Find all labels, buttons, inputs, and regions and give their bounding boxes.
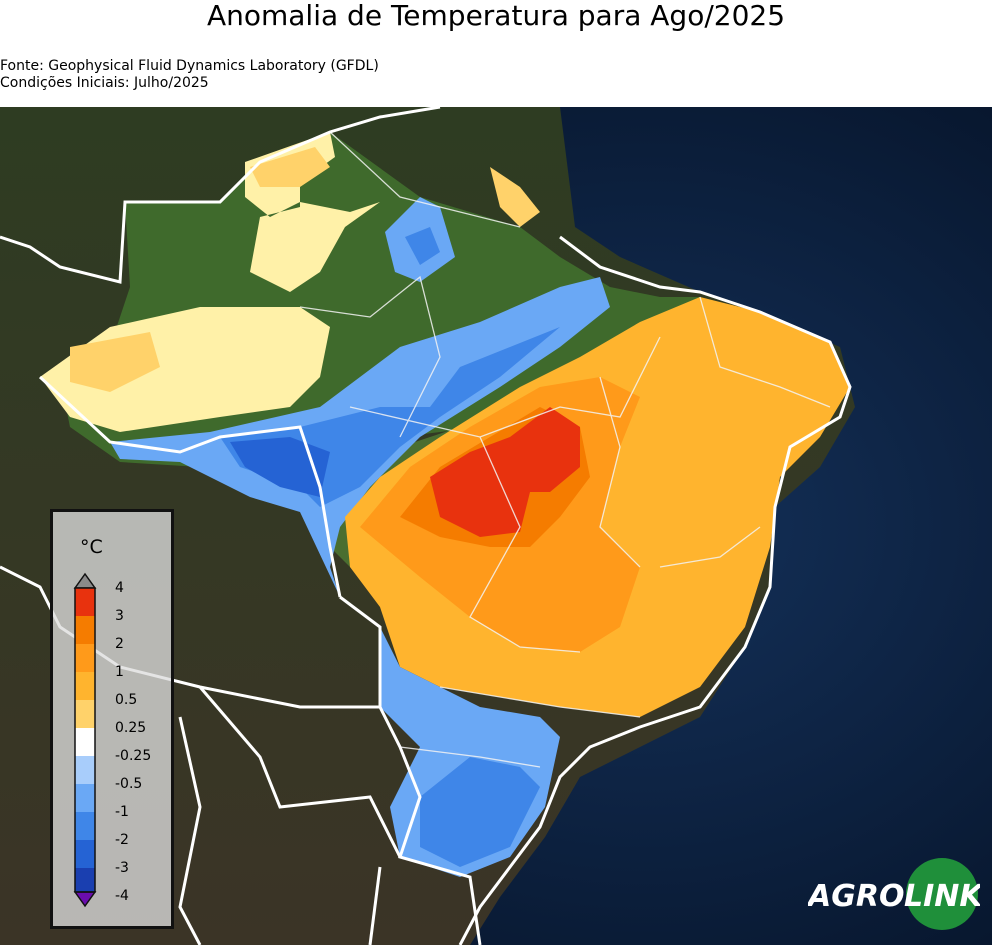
- legend-unit: °C: [80, 536, 103, 558]
- positive-anomaly-peak: [430, 407, 580, 537]
- negative-anomaly-south-core: [420, 757, 540, 867]
- legend-tick-minus-3: -3: [115, 860, 129, 876]
- positive-north-small: [250, 147, 330, 187]
- legend-tick-minus-0.25: -0.25: [115, 748, 152, 764]
- legend-tick-0.25: 0.25: [115, 720, 147, 736]
- legend-tick-3: 3: [115, 608, 124, 624]
- legend-tick-0.5: 0.5: [115, 692, 138, 708]
- initial-conditions-line: Condições Iniciais: Julho/2025: [0, 75, 209, 91]
- source-line: Fonte: Geophysical Fluid Dynamics Labora…: [0, 58, 379, 74]
- legend-tick-4: 4: [115, 580, 124, 596]
- source-text: Fonte: Geophysical Fluid Dynamics Labora…: [0, 58, 379, 92]
- colorbar-band-9: [75, 812, 95, 840]
- legend-tick-2: 2: [115, 636, 124, 652]
- colorbar-band-7: [75, 756, 95, 784]
- colorbar-band-10: [75, 840, 95, 868]
- positive-northwest-core: [70, 332, 160, 392]
- colorbar-top-arrow: [73, 572, 97, 589]
- coastline: [458, 235, 852, 945]
- legend-tick-1: 1: [115, 664, 124, 680]
- legend-tick-minus-2: -2: [115, 832, 129, 848]
- agrolink-logo: AGRO LINK: [808, 858, 980, 930]
- weak-positive-northwest: [40, 307, 330, 432]
- colorbar-band-5: [75, 700, 95, 728]
- colorbar-band-11: [75, 868, 95, 892]
- weak-positive-amapa: [490, 167, 540, 227]
- logo-text-agro: AGRO: [808, 879, 904, 914]
- colorbar-band-1: [75, 588, 95, 616]
- colorbar-band-4: [75, 672, 95, 700]
- legend-colorbar: [73, 572, 97, 908]
- map-title: Anomalia de Temperatura para Ago/2025: [206, 0, 786, 32]
- colorbar-band-6: [75, 728, 95, 756]
- logo-text-link: LINK: [904, 879, 980, 914]
- temperature-anomaly-map: [0, 107, 992, 945]
- legend-tick-minus-4: -4: [115, 888, 129, 904]
- negative-anomaly-north-core: [405, 227, 440, 265]
- colorbar-bottom-arrow: [73, 891, 97, 908]
- country-borders: [0, 107, 482, 945]
- colorbar-band-2: [75, 616, 95, 644]
- colorbar-band-8: [75, 784, 95, 812]
- legend-tick-minus-1: -1: [115, 804, 129, 820]
- legend-tick-minus-0.5: -0.5: [115, 776, 143, 792]
- logo-green-circle: [906, 858, 978, 930]
- legend-panel: [50, 509, 174, 929]
- colorbar-outline: [74, 587, 96, 893]
- colorbar-band-3: [75, 644, 95, 672]
- negative-anomaly-strong: [230, 437, 330, 497]
